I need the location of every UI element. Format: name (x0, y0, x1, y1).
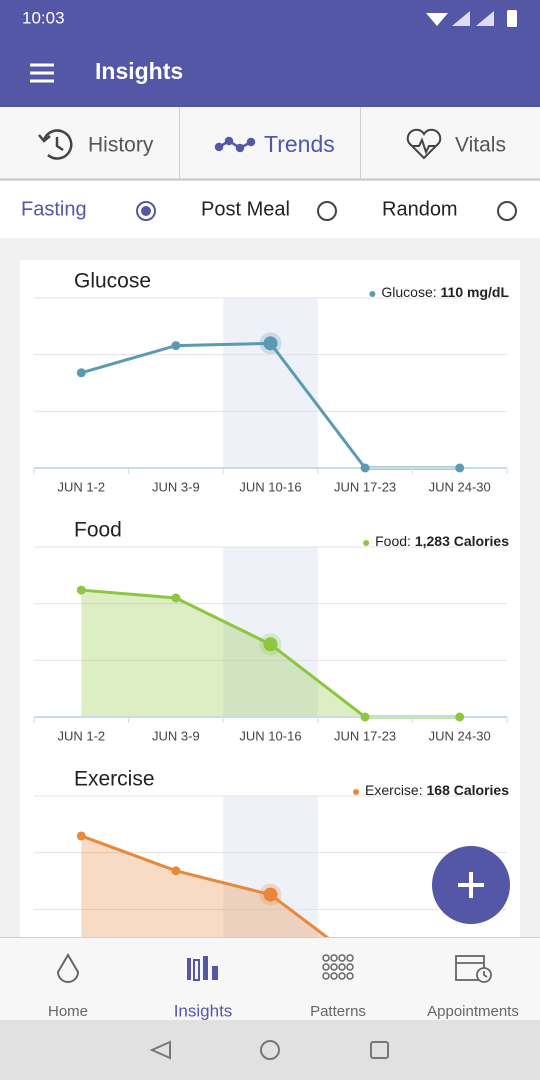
x-tick-label: JUN 10-16 (239, 728, 301, 743)
nav-label[interactable]: Home (48, 1003, 88, 1020)
nav-label[interactable]: Appointments (427, 1003, 519, 1020)
history-icon[interactable] (38, 129, 73, 160)
area (81, 590, 460, 717)
status-icons (426, 10, 517, 27)
point (171, 341, 181, 351)
filter-label[interactable]: Random (382, 198, 458, 220)
chart-title: Food (74, 519, 122, 542)
point (455, 463, 465, 473)
recents-button[interactable] (370, 1041, 389, 1059)
x-tick-label: JUN 3-9 (152, 479, 200, 494)
chart-title: Exercise (74, 768, 155, 791)
x-tick-label: JUN 24-30 (429, 728, 491, 743)
system-nav (0, 1020, 540, 1080)
point (455, 712, 465, 722)
legend-label: Exercise: (365, 782, 423, 798)
filter-row (0, 181, 540, 238)
x-tick-label: JUN 10-16 (239, 479, 301, 494)
legend-dot (369, 291, 376, 297)
app-title: Insights (95, 58, 183, 84)
x-tick-label: JUN 1-2 (57, 479, 105, 494)
point (171, 593, 181, 603)
status-time: 10:03 (22, 8, 65, 27)
legend-dot (353, 789, 360, 795)
point (263, 887, 278, 902)
legend-dot (363, 540, 370, 546)
point (360, 463, 370, 473)
appointments-icon[interactable] (455, 955, 492, 983)
highlight-band (223, 298, 318, 468)
app-bar (0, 0, 540, 107)
tab-label[interactable]: History (88, 134, 154, 157)
legend-value: 110 mg/dL (441, 284, 510, 300)
legend-value: 1,283 Calories (415, 533, 509, 549)
add-button[interactable] (432, 846, 510, 924)
filter-label[interactable]: Post Meal (201, 198, 290, 220)
back-button[interactable] (149, 1040, 171, 1060)
point (263, 637, 278, 652)
point (171, 866, 181, 876)
point (76, 368, 86, 378)
nav-label[interactable]: Insights (174, 1001, 233, 1020)
insights-icon[interactable] (187, 956, 218, 981)
vitals-icon[interactable] (406, 128, 442, 160)
point (263, 336, 278, 351)
legend: Exercise: 168 Calories (365, 782, 509, 798)
nav-label[interactable]: Patterns (310, 1003, 366, 1020)
chart-title: Glucose (74, 270, 151, 293)
legend: Food: 1,283 Calories (375, 533, 509, 549)
x-tick-label: JUN 17-23 (334, 728, 396, 743)
x-tick-label: JUN 24-30 (429, 479, 491, 494)
point (76, 831, 86, 841)
tab-label[interactable]: Vitals (455, 134, 506, 157)
radio-dot (141, 206, 151, 216)
point (360, 712, 370, 722)
x-tick-label: JUN 1-2 (57, 728, 105, 743)
legend-value: 168 Calories (427, 782, 510, 798)
filter-label[interactable]: Fasting (21, 198, 87, 220)
legend: Glucose: 110 mg/dL (381, 284, 509, 300)
highlight-band (223, 547, 318, 717)
tab-label[interactable]: Trends (264, 131, 335, 157)
legend-label: Food: (375, 533, 411, 549)
bottom-nav (0, 937, 540, 1020)
trends-icon[interactable] (214, 136, 256, 153)
radio[interactable] (317, 201, 337, 221)
radio[interactable] (136, 201, 156, 221)
home-button[interactable] (260, 1040, 280, 1060)
x-tick-label: JUN 3-9 (152, 728, 200, 743)
point (76, 585, 86, 595)
radio[interactable] (497, 201, 517, 221)
home-icon[interactable] (56, 953, 80, 983)
tab-bar (0, 107, 540, 180)
legend-label: Glucose: (381, 284, 436, 300)
x-tick-label: JUN 17-23 (334, 479, 396, 494)
menu-button[interactable] (30, 63, 54, 83)
patterns-icon[interactable] (322, 954, 354, 980)
